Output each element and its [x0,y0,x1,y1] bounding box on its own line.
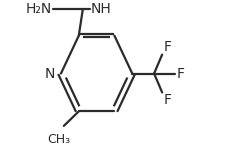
Text: CH₃: CH₃ [47,133,71,146]
Text: N: N [45,66,55,80]
Text: NH: NH [90,2,111,16]
Text: F: F [163,40,171,54]
Text: F: F [163,93,171,107]
Text: F: F [176,66,184,80]
Text: H₂N: H₂N [26,2,52,16]
